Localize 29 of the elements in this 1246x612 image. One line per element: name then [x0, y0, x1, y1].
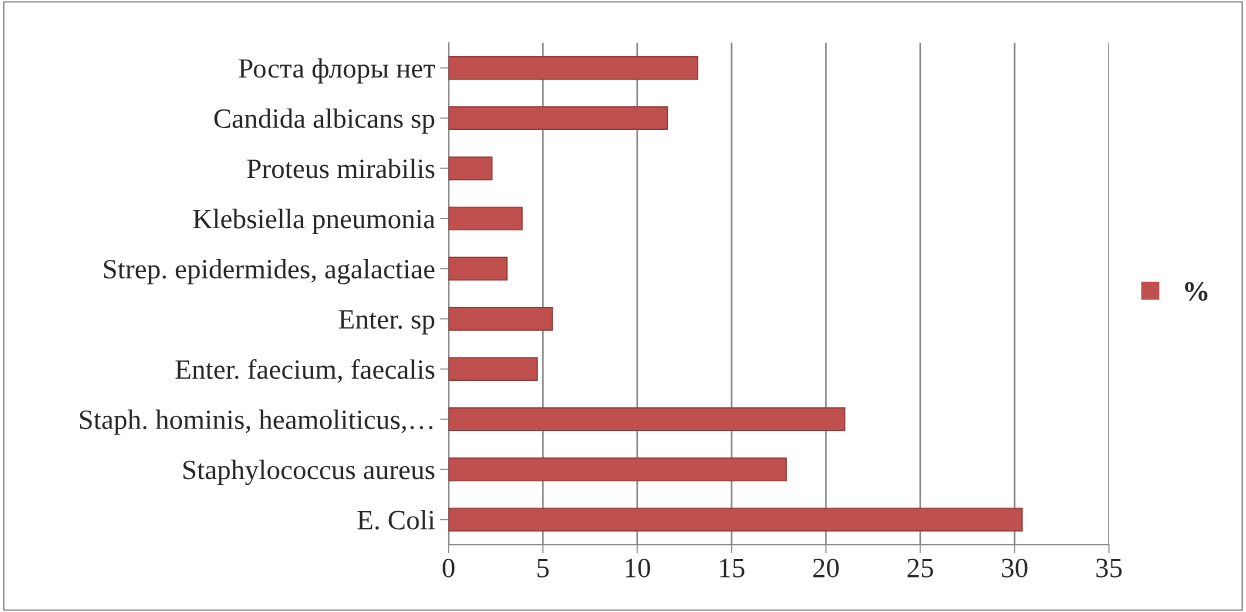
bar: [448, 56, 699, 80]
y-tick-label: Enter. sp: [338, 310, 435, 335]
y-tick-label: Enter. faecium, faecalis: [175, 359, 435, 383]
y-tick-label: Klebsiella pneumonia: [193, 208, 435, 235]
legend-label: %: [1185, 282, 1208, 301]
bar: [448, 357, 538, 381]
bar: [448, 256, 508, 281]
y-tick-label: Роста флоры нет: [238, 58, 435, 84]
bar: [448, 106, 668, 130]
y-tick-label: E. Coli: [357, 509, 435, 530]
x-tick-label: 35: [1096, 558, 1122, 578]
x-tick-label: 25: [907, 558, 934, 578]
y-tick-label: Proteus mirabilis: [247, 158, 435, 179]
y-tick-label: Staphylococcus aureus: [183, 459, 435, 486]
bar: [448, 206, 523, 231]
y-tick-label: Candida albicans sp: [214, 108, 435, 134]
x-tick-label: 10: [625, 558, 651, 578]
y-tick-label: Strep. epidermides, agalactiae: [104, 259, 435, 285]
x-tick-label: 0: [442, 558, 455, 578]
bar: [448, 457, 787, 482]
bar: [448, 307, 553, 331]
x-tick-label: 20: [813, 558, 839, 578]
x-tick-label: 5: [537, 558, 549, 578]
bar: [448, 156, 493, 181]
x-tick-label: 15: [720, 558, 745, 578]
bar: [448, 507, 1023, 532]
y-tick-label: Staph. hominis, heamoliticus,…: [79, 409, 433, 435]
x-tick-label: 30: [1002, 558, 1028, 578]
bar: [448, 407, 846, 432]
